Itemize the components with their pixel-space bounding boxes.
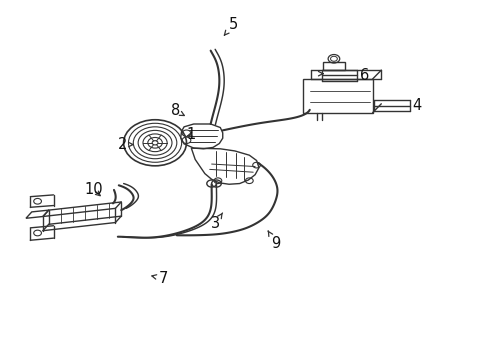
- Text: 4: 4: [412, 98, 421, 113]
- Bar: [323, 62, 345, 70]
- Text: 7: 7: [152, 271, 167, 286]
- Bar: [302, 79, 372, 113]
- Text: 1: 1: [186, 127, 196, 142]
- Text: 8: 8: [171, 103, 184, 118]
- Text: 5: 5: [224, 17, 238, 35]
- Text: 6: 6: [359, 68, 368, 83]
- Text: 10: 10: [84, 183, 103, 197]
- Text: 2: 2: [118, 137, 133, 152]
- Text: 3: 3: [210, 213, 222, 231]
- Text: 9: 9: [267, 231, 280, 251]
